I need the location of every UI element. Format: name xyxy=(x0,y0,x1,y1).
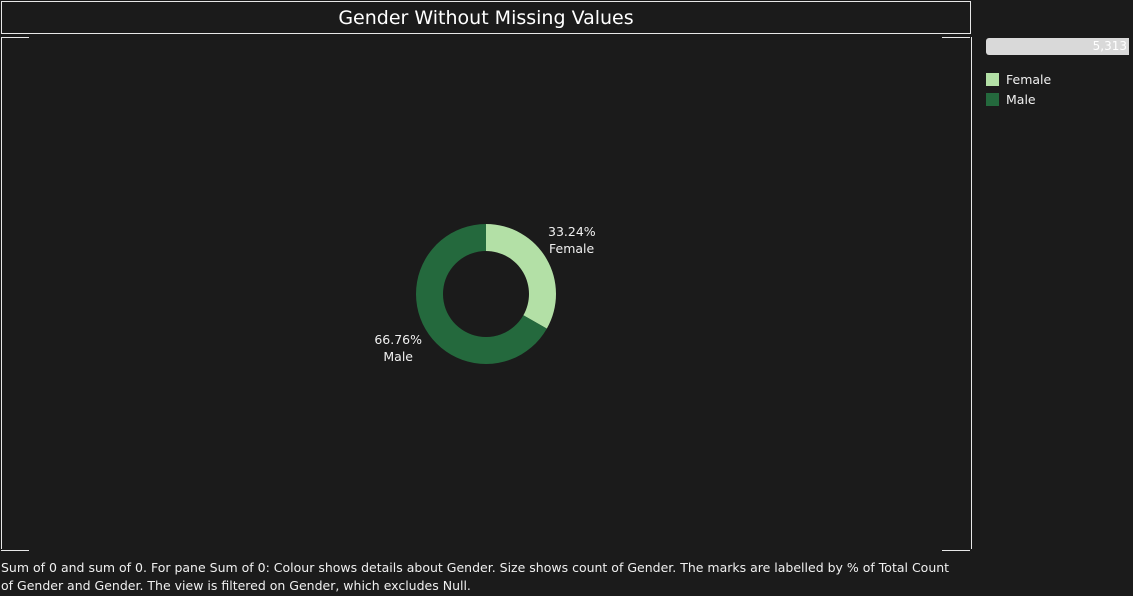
size-legend-bar: 5,313 xyxy=(986,38,1129,55)
legend-item-female[interactable]: Female xyxy=(986,69,1051,89)
slice-percent-label-female: 33.24% xyxy=(548,224,596,239)
donut-slice-male[interactable] xyxy=(416,224,547,364)
chart-pane xyxy=(1,37,972,549)
chart-title: Gender Without Missing Values xyxy=(1,1,971,34)
pane-corner-tick xyxy=(1,550,29,551)
legend-label-male: Male xyxy=(1006,91,1036,107)
chart-caption: Sum of 0 and sum of 0. For pane Sum of 0… xyxy=(1,560,950,593)
size-legend-value: 5,313 xyxy=(1092,39,1127,53)
slice-percent-label-male: 66.76% xyxy=(374,332,422,347)
slice-category-label-male: Male xyxy=(383,349,413,364)
pane-corner-tick xyxy=(1,37,29,38)
donut-slice-female[interactable] xyxy=(486,224,557,329)
legend-label-female: Female xyxy=(1006,71,1052,87)
legend-swatch-male xyxy=(986,92,999,106)
pane-corner-tick xyxy=(942,37,970,38)
slice-category-label-female: Female xyxy=(549,241,595,256)
chart-title-text: Gender Without Missing Values xyxy=(338,6,634,29)
legend-swatch-female xyxy=(986,72,999,86)
color-legend: Female Male xyxy=(986,69,1051,109)
legend-item-male[interactable]: Male xyxy=(986,89,1051,109)
pane-corner-tick xyxy=(942,550,970,551)
